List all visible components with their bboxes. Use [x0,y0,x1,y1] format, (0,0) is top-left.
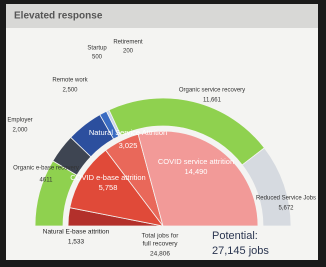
slice-value: 2,500 [62,88,78,94]
slice-label: Organic e-base recovery [13,166,79,172]
chart-title: Elevated response [14,11,103,22]
slice-label: COVID e-base attrition [70,173,145,182]
slice-label: COVID service attrition [158,157,234,166]
chart: Elevated response Organic e-base recover… [0,0,326,267]
slice-label: Employer [7,118,32,124]
annotation: 24,806 [150,251,170,258]
annotation: Total jobs for [142,233,180,240]
slice-value: 3,025 [119,141,138,150]
slice-label: Remote work [52,78,88,84]
slice-value: 1,533 [68,239,85,246]
page: Elevated response Organic e-base recover… [0,0,326,267]
slice-label: Natural E-base attrition [43,229,110,236]
slice-label: Startup [87,46,107,52]
slice-label: Organic service recovery [179,88,245,94]
annotation: full recovery [142,241,178,248]
slice-value: 500 [92,55,103,61]
slice-value: 4611 [40,178,54,184]
slice-value: 14,490 [185,167,208,176]
annotation: Potential: [212,230,258,242]
slice-label: Retirement [113,40,143,46]
slice-value: 2,000 [12,128,28,134]
slice-value: 200 [123,49,134,55]
slice-value: 5,758 [99,183,118,192]
slice-label: Natural Service Attrition [89,128,167,137]
slice-label: Reduced Service Jobs [256,196,316,202]
slice-value: 5,672 [278,206,294,212]
slice-value: 11,661 [203,98,222,104]
annotation: 27,145 jobs [212,245,269,257]
